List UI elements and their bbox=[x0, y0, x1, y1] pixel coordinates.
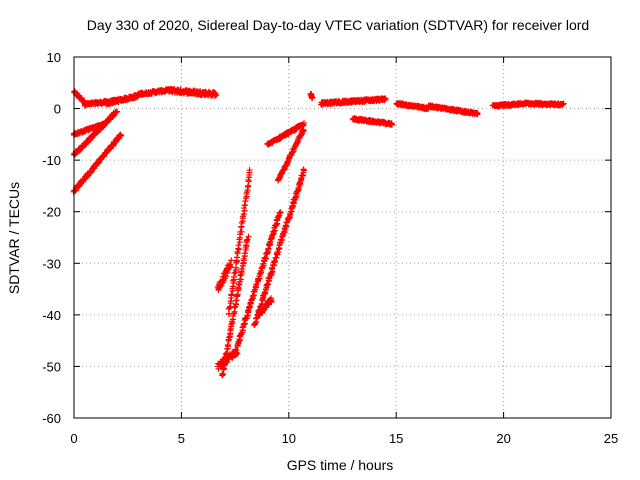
data-point bbox=[113, 108, 120, 115]
data-point bbox=[266, 275, 273, 282]
data-point bbox=[227, 263, 234, 270]
x-tick-label: 10 bbox=[282, 431, 296, 446]
data-point bbox=[114, 136, 121, 143]
y-tick-label: 10 bbox=[47, 50, 61, 65]
series-morning-upper bbox=[71, 85, 220, 109]
data-point bbox=[238, 265, 245, 272]
data-point bbox=[284, 158, 291, 165]
data-point bbox=[276, 210, 283, 217]
data-point bbox=[241, 250, 248, 257]
data-points bbox=[70, 85, 567, 379]
data-point bbox=[309, 94, 316, 101]
data-point bbox=[381, 95, 388, 102]
data-point bbox=[268, 297, 275, 304]
y-tick-label: -50 bbox=[42, 359, 61, 374]
data-point bbox=[265, 280, 272, 287]
data-point bbox=[245, 233, 252, 240]
data-point bbox=[233, 254, 240, 261]
series-recovery bbox=[264, 120, 308, 184]
data-point bbox=[474, 110, 481, 117]
y-tick-label: -30 bbox=[42, 256, 61, 271]
x-tick-label: 0 bbox=[70, 431, 77, 446]
data-point bbox=[269, 266, 276, 273]
data-point bbox=[252, 320, 259, 327]
data-point bbox=[278, 236, 285, 243]
data-point bbox=[229, 283, 236, 290]
data-point bbox=[234, 350, 241, 357]
y-tick-label: -20 bbox=[42, 205, 61, 220]
data-point bbox=[244, 236, 251, 243]
data-point bbox=[240, 255, 247, 262]
plot-frame bbox=[73, 56, 612, 419]
y-axis-label: SDTVAR / TECUs bbox=[6, 182, 22, 294]
data-point bbox=[237, 272, 244, 279]
data-point bbox=[117, 132, 124, 139]
data-point bbox=[228, 257, 235, 264]
data-point bbox=[301, 120, 308, 127]
data-point bbox=[300, 166, 307, 173]
data-point bbox=[230, 277, 237, 284]
data-point bbox=[228, 291, 235, 298]
data-point bbox=[235, 242, 242, 249]
data-point bbox=[289, 149, 296, 156]
data-point bbox=[245, 176, 252, 183]
y-tick-label: -40 bbox=[42, 308, 61, 323]
data-point bbox=[238, 228, 245, 235]
data-point bbox=[275, 248, 282, 255]
data-point bbox=[388, 120, 395, 127]
y-tick-label: 0 bbox=[54, 102, 61, 117]
data-point bbox=[220, 365, 227, 372]
x-tick-label: 15 bbox=[389, 431, 403, 446]
data-point bbox=[226, 304, 233, 311]
data-point bbox=[300, 126, 307, 133]
data-point bbox=[222, 356, 229, 363]
data-point bbox=[560, 100, 567, 107]
x-tick-label: 20 bbox=[496, 431, 510, 446]
data-point bbox=[262, 254, 269, 261]
data-point bbox=[219, 370, 226, 377]
data-point bbox=[222, 350, 229, 357]
data-point bbox=[382, 95, 389, 102]
ticks: 0 5 10 15 20 25 10 0 -10 -20 -30 -40 -50 -60 bbox=[42, 50, 618, 446]
data-point bbox=[260, 294, 267, 301]
data-point bbox=[233, 349, 240, 356]
data-point bbox=[113, 109, 120, 116]
data-point bbox=[223, 273, 230, 280]
data-point bbox=[241, 202, 248, 209]
data-point bbox=[253, 315, 260, 322]
series-afternoon bbox=[307, 90, 567, 128]
series-dip bbox=[214, 166, 307, 379]
data-point bbox=[233, 297, 240, 304]
data-point bbox=[240, 211, 247, 218]
y-tick-label: -10 bbox=[42, 153, 61, 168]
data-point bbox=[264, 249, 271, 256]
grid bbox=[74, 57, 611, 418]
data-point bbox=[243, 242, 250, 249]
series-morning-descending bbox=[70, 108, 124, 195]
data-point bbox=[277, 209, 284, 216]
chart-title: Day 330 of 2020, Sidereal Day-to-day VTE… bbox=[87, 17, 589, 33]
data-point bbox=[234, 341, 241, 348]
data-point bbox=[246, 167, 253, 174]
y-tick-label: -60 bbox=[42, 411, 61, 426]
x-tick-label: 25 bbox=[604, 431, 618, 446]
x-axis-label: GPS time / hours bbox=[287, 457, 394, 473]
data-point bbox=[249, 296, 256, 303]
data-point bbox=[213, 92, 220, 99]
data-point bbox=[226, 334, 233, 341]
data-point bbox=[259, 264, 266, 271]
data-point bbox=[267, 239, 274, 246]
data-point bbox=[271, 258, 278, 265]
data-point bbox=[224, 341, 231, 348]
data-point bbox=[243, 237, 250, 244]
x-tick-label: 5 bbox=[178, 431, 185, 446]
data-point bbox=[239, 324, 246, 331]
